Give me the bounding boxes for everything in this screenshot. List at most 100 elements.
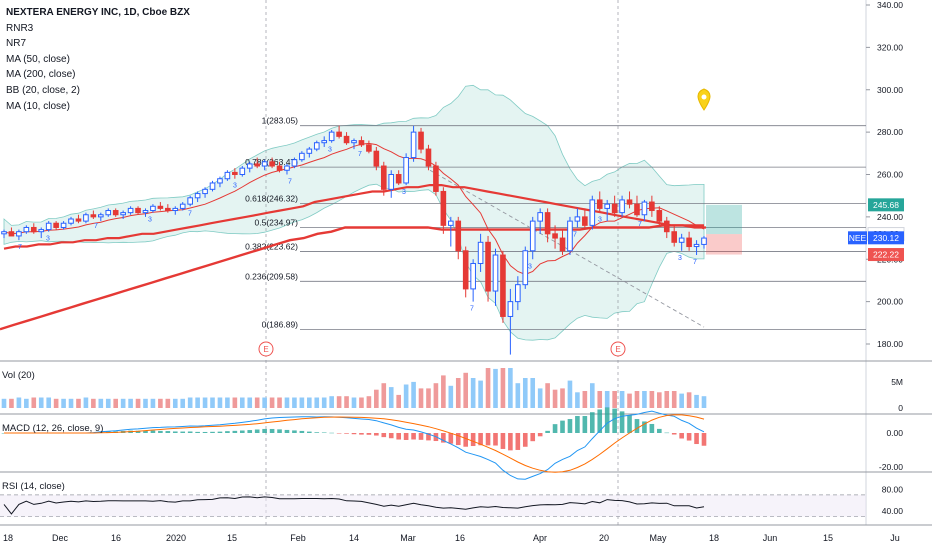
candle (589, 199, 596, 226)
candle (120, 212, 126, 216)
earnings-marker-label: E (263, 345, 268, 354)
position-target-zone (706, 204, 742, 235)
macd-histogram-bar (575, 416, 580, 433)
time-axis-label: Apr (533, 533, 547, 543)
volume-bar (604, 391, 610, 408)
macd-histogram-bar (411, 433, 416, 440)
earnings-marker (258, 341, 274, 357)
time-axis-label: Feb (290, 533, 306, 543)
candle (217, 178, 223, 184)
indicator-ma10[interactable]: MA (10, close) (6, 100, 70, 112)
volume-bar (388, 387, 394, 408)
macd-pane-label[interactable]: MACD (12, 26, close, 9) (2, 423, 104, 434)
volume-bar (664, 391, 670, 408)
rsi-band (0, 494, 866, 517)
volume-bar (589, 383, 595, 408)
macd-histogram-bar (158, 430, 163, 433)
volume-bar (31, 397, 37, 408)
macd-histogram-bar (627, 415, 632, 433)
chart-title[interactable]: NEXTERA ENERGY INC, 1D, Cboe BZX (6, 7, 190, 18)
fib-level-label: 0.618(246.32) (245, 193, 298, 203)
volume-tick-label: 5M (891, 377, 903, 387)
candle (194, 193, 201, 199)
volume-bar (128, 398, 133, 408)
candle (410, 131, 417, 159)
volume-bar (120, 398, 126, 408)
indicator-rnr3[interactable]: RNR3 (6, 22, 34, 34)
macd-histogram-bar (664, 432, 670, 434)
macd-histogram-bar (560, 420, 565, 433)
volume-bar (165, 398, 171, 408)
macd-histogram-bar (187, 431, 193, 433)
macd-histogram-bar (649, 423, 655, 433)
candle (299, 152, 305, 161)
candle (366, 144, 372, 152)
indicator-bb[interactable]: BB (20, close, 2) (6, 84, 80, 96)
volume-bar (560, 388, 565, 408)
macd-histogram-bar (232, 430, 238, 433)
pattern-marker: 7 (288, 179, 292, 186)
indicator-nr7[interactable]: NR7 (6, 38, 27, 50)
price-tag-stop-bg (868, 248, 904, 262)
macd-histogram-bar (388, 433, 394, 439)
volume-bar (351, 397, 357, 408)
volume-bar (38, 397, 44, 408)
macd-histogram-bar (426, 433, 431, 441)
price-tick-label: 260.00 (877, 170, 903, 180)
candle (544, 212, 551, 235)
volume-bar (344, 396, 349, 408)
volume-bar (426, 388, 431, 408)
volume-pane-label[interactable]: Vol (20) (2, 370, 35, 381)
volume-bar (522, 378, 528, 408)
candle (306, 148, 313, 154)
macd-histogram-bar (307, 431, 312, 433)
volume-bar (381, 383, 387, 408)
indicator-ma200[interactable]: MA (200, close) (6, 69, 76, 81)
macd-histogram-bar (195, 431, 200, 433)
candle (276, 165, 283, 171)
macd-histogram-bar (239, 430, 245, 433)
volume-bar (24, 398, 29, 408)
volume-bar (314, 397, 320, 408)
macd-histogram-bar (396, 433, 401, 440)
macd-histogram-bar (172, 431, 178, 433)
time-axis-label: Mar (400, 533, 416, 543)
rsi-pane-label[interactable]: RSI (14, close) (2, 481, 65, 492)
candle (507, 301, 514, 317)
symbol-tag-bg (848, 231, 867, 245)
candle (358, 140, 365, 146)
volume-bar (307, 397, 312, 408)
pattern-marker: 3 (598, 217, 602, 224)
volume-bar (403, 384, 409, 408)
volume-bar (634, 391, 640, 408)
macd-histogram-bar (671, 433, 677, 435)
candle (552, 233, 558, 239)
volume-bar (53, 398, 59, 408)
volume-bar (269, 397, 275, 408)
candle (380, 165, 387, 190)
indicator-ma50[interactable]: MA (50, close) (6, 53, 70, 65)
pattern-marker: 3 (528, 263, 532, 270)
volume-bar (686, 392, 692, 408)
volume-bar (500, 368, 506, 408)
macd-histogram-bar (552, 424, 558, 433)
candle (567, 220, 573, 252)
candle (16, 231, 22, 237)
candle (68, 218, 74, 224)
pattern-marker: 7 (94, 223, 98, 230)
macd-histogram-bar (292, 430, 297, 433)
macd-histogram-bar (441, 433, 446, 443)
volume-bar (485, 368, 491, 408)
candle (604, 203, 611, 209)
candle (351, 140, 357, 144)
macd-histogram-bar (634, 419, 640, 433)
candle (440, 190, 447, 226)
price-tick-label: 320.00 (877, 42, 903, 52)
volume-bar (329, 396, 334, 408)
candle (395, 174, 402, 184)
candle (321, 140, 328, 144)
candle (179, 203, 186, 209)
candle (172, 207, 179, 212)
